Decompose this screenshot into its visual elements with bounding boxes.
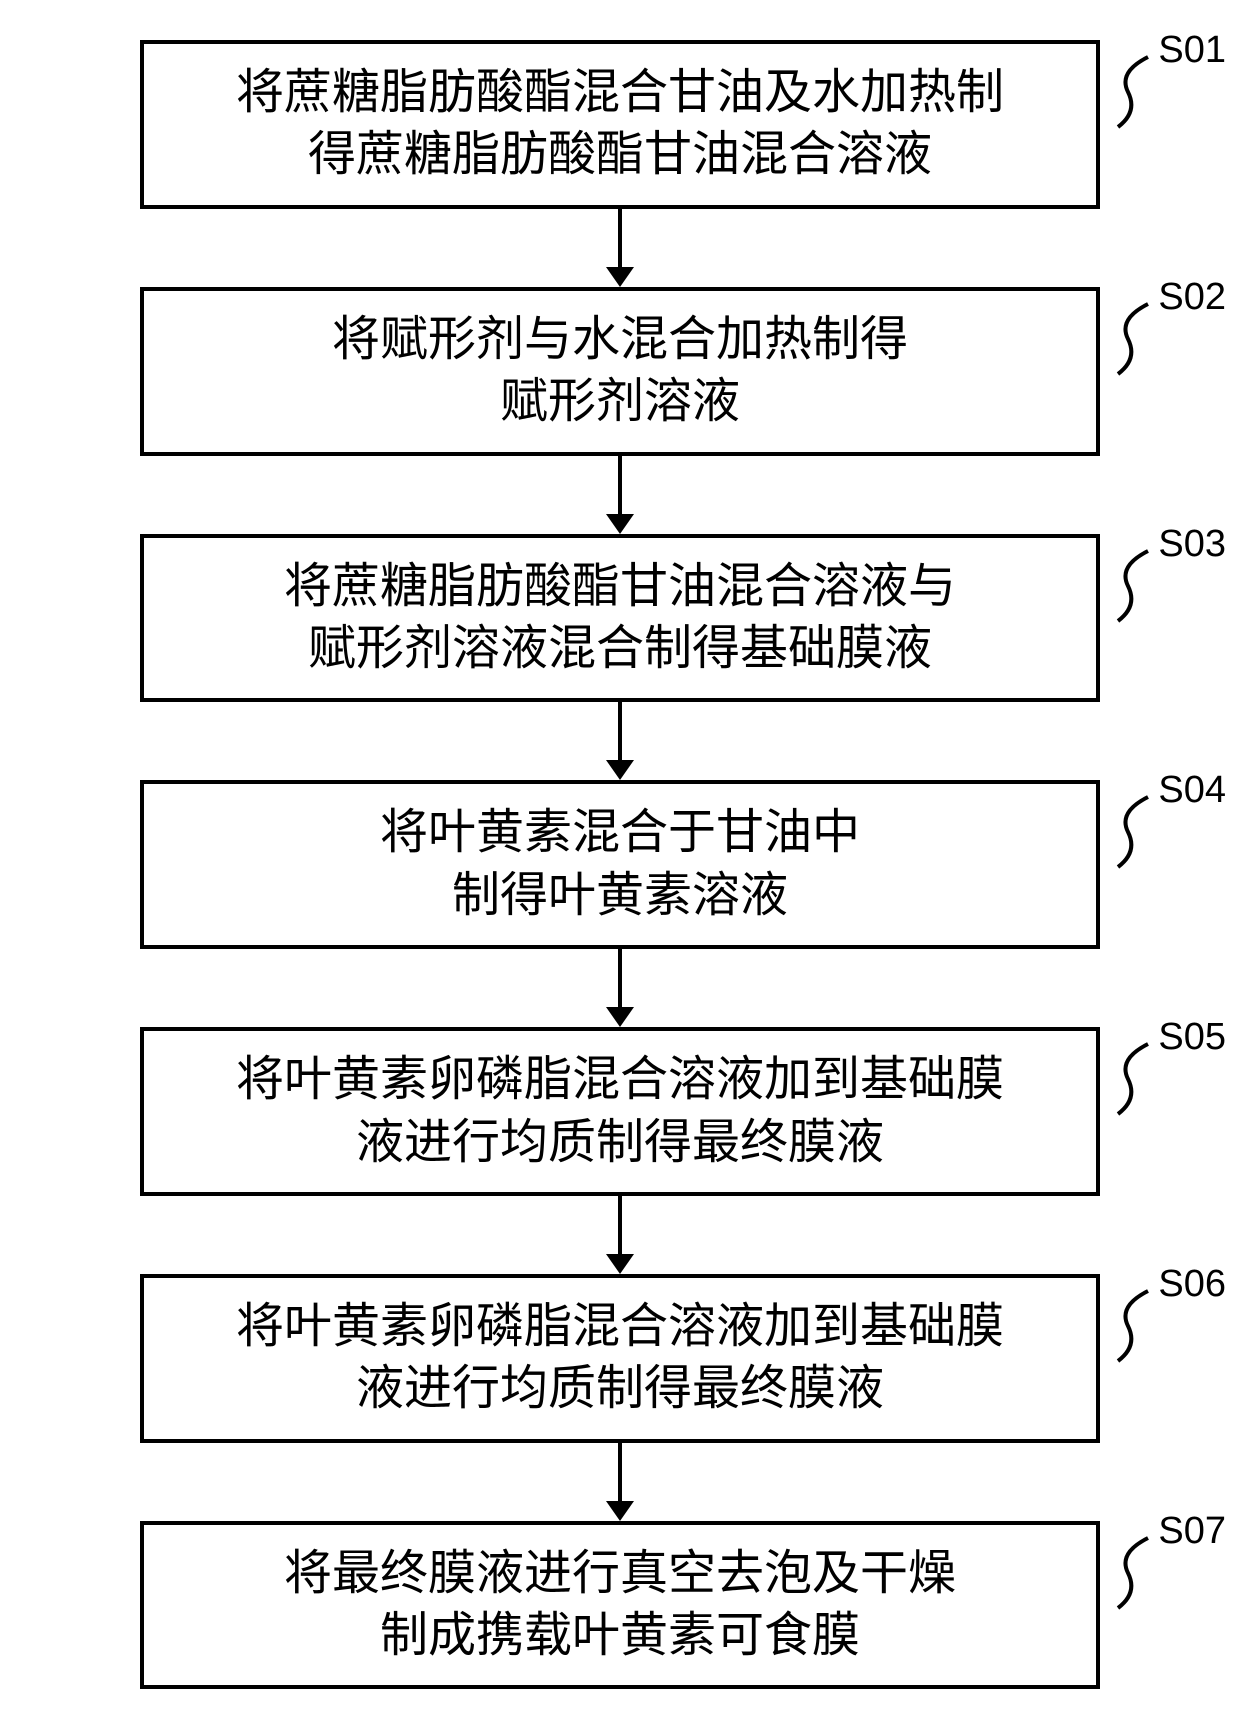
step-text-line: 将叶黄素混合于甘油中 (380, 802, 860, 864)
arrowhead-icon (606, 760, 634, 780)
connector-line (618, 702, 622, 762)
step-label: S02 (1158, 276, 1226, 319)
step-wrapper: S04 将叶黄素混合于甘油中 制得叶黄素溶液 (70, 780, 1170, 1027)
connector-line (618, 949, 622, 1009)
step-box-s07: S07 将最终膜液进行真空去泡及干燥 制成携载叶黄素可食膜 (140, 1521, 1100, 1690)
connector-line (618, 1196, 622, 1256)
step-text-line: 将叶黄素卵磷脂混合溶液加到基础膜 (236, 1296, 1004, 1358)
step-wrapper: S03 将蔗糖脂肪酸酯甘油混合溶液与 赋形剂溶液混合制得基础膜液 (70, 534, 1170, 781)
step-text-line: 制得叶黄素溶液 (452, 865, 788, 927)
arrowhead-icon (606, 1254, 634, 1274)
step-text-line: 赋形剂溶液混合制得基础膜液 (308, 618, 932, 680)
step-box-s05: S05 将叶黄素卵磷脂混合溶液加到基础膜 液进行均质制得最终膜液 (140, 1027, 1100, 1196)
step-box-s01: S01 将蔗糖脂肪酸酯混合甘油及水加热制 得蔗糖脂肪酸酯甘油混合溶液 (140, 40, 1100, 209)
step-wrapper: S01 将蔗糖脂肪酸酯混合甘油及水加热制 得蔗糖脂肪酸酯甘油混合溶液 (70, 40, 1170, 287)
step-label: S03 (1158, 523, 1226, 566)
step-label: S04 (1158, 769, 1226, 812)
step-label: S05 (1158, 1016, 1226, 1059)
step-label: S07 (1158, 1510, 1226, 1553)
step-wrapper: S06 将叶黄素卵磷脂混合溶液加到基础膜 液进行均质制得最终膜液 (70, 1274, 1170, 1521)
connector-line (618, 209, 622, 269)
step-text-line: 将赋形剂与水混合加热制得 (332, 309, 908, 371)
step-text-line: 制成携载叶黄素可食膜 (380, 1605, 860, 1667)
step-text-line: 将蔗糖脂肪酸酯甘油混合溶液与 (284, 556, 956, 618)
connector-line (618, 456, 622, 516)
arrowhead-icon (606, 1007, 634, 1027)
step-wrapper: S07 将最终膜液进行真空去泡及干燥 制成携载叶黄素可食膜 (70, 1521, 1170, 1690)
step-text-line: 将叶黄素卵磷脂混合溶液加到基础膜 (236, 1049, 1004, 1111)
step-text-line: 赋形剂溶液 (500, 371, 740, 433)
arrowhead-icon (606, 1501, 634, 1521)
step-text-line: 液进行均质制得最终膜液 (356, 1112, 884, 1174)
step-box-s04: S04 将叶黄素混合于甘油中 制得叶黄素溶液 (140, 780, 1100, 949)
step-wrapper: S05 将叶黄素卵磷脂混合溶液加到基础膜 液进行均质制得最终膜液 (70, 1027, 1170, 1274)
step-text-line: 得蔗糖脂肪酸酯甘油混合溶液 (308, 124, 932, 186)
step-label: S06 (1158, 1263, 1226, 1306)
flowchart-container: S01 将蔗糖脂肪酸酯混合甘油及水加热制 得蔗糖脂肪酸酯甘油混合溶液 S02 将… (70, 40, 1170, 1689)
arrowhead-icon (606, 267, 634, 287)
step-box-s02: S02 将赋形剂与水混合加热制得 赋形剂溶液 (140, 287, 1100, 456)
step-box-s06: S06 将叶黄素卵磷脂混合溶液加到基础膜 液进行均质制得最终膜液 (140, 1274, 1100, 1443)
step-text-line: 将最终膜液进行真空去泡及干燥 (284, 1543, 956, 1605)
step-box-s03: S03 将蔗糖脂肪酸酯甘油混合溶液与 赋形剂溶液混合制得基础膜液 (140, 534, 1100, 703)
step-text-line: 将蔗糖脂肪酸酯混合甘油及水加热制 (236, 62, 1004, 124)
connector-line (618, 1443, 622, 1503)
step-wrapper: S02 将赋形剂与水混合加热制得 赋形剂溶液 (70, 287, 1170, 534)
arrowhead-icon (606, 514, 634, 534)
step-text-line: 液进行均质制得最终膜液 (356, 1358, 884, 1420)
step-label: S01 (1158, 29, 1226, 72)
